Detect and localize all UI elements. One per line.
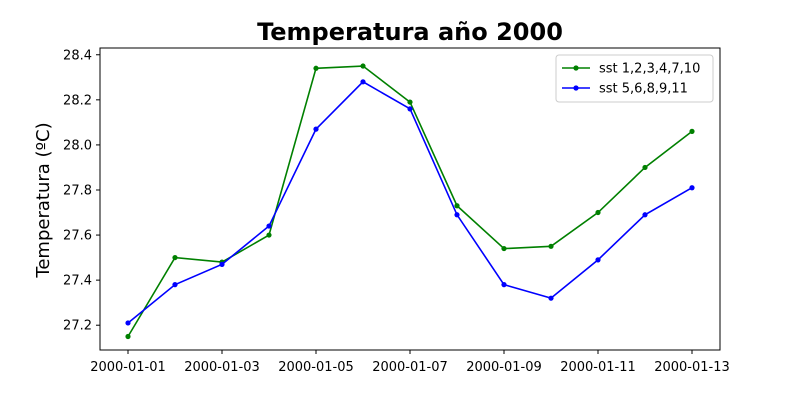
series-2-point <box>454 212 460 218</box>
y-tick-label: 27.8 <box>63 183 92 198</box>
series-1-point <box>642 164 648 171</box>
series-1-point <box>125 333 131 340</box>
series-2-point <box>595 257 601 263</box>
y-axis: 27.2 27.4 27.6 27.8 28.0 28.2 28.4 <box>63 48 100 334</box>
series-2-point <box>689 185 695 191</box>
x-tick-label: 2000-01-11 <box>560 360 636 375</box>
y-tick-label: 27.4 <box>63 274 92 289</box>
y-tick-label: 28.0 <box>63 138 92 153</box>
y-tick-label: 28.4 <box>63 48 92 63</box>
series-2-point <box>360 79 366 85</box>
x-tick-label: 2000-01-03 <box>184 360 260 375</box>
legend-label: sst 1,2,3,4,7,10 <box>599 62 700 77</box>
x-tick-label: 2000-01-05 <box>278 360 354 375</box>
legend-swatch-marker <box>573 65 579 71</box>
series-1-point <box>689 128 695 134</box>
plot-frame <box>99 47 721 351</box>
legend: sst 1,2,3,4,7,10 sst 5,6,8,9,11 <box>555 54 714 103</box>
series-2-point <box>407 106 413 112</box>
y-tick-label: 28.2 <box>63 93 92 108</box>
legend-swatch-marker <box>573 85 579 91</box>
series-1-point <box>595 209 601 216</box>
x-tick-label: 2000-01-07 <box>372 360 448 375</box>
series-1-point <box>501 245 507 252</box>
series-2-line <box>127 80 693 324</box>
series-1-point <box>360 63 366 69</box>
series-1-point <box>454 203 460 209</box>
x-tick-label: 2000-01-09 <box>466 360 542 375</box>
series-2-point <box>219 261 225 267</box>
series-2-point <box>313 126 319 132</box>
series-2-point <box>642 212 648 218</box>
series-layer <box>125 63 695 340</box>
series-2-point <box>501 282 507 288</box>
series-2 <box>125 79 695 326</box>
y-tick-label: 27.6 <box>63 229 92 244</box>
series-1-point <box>548 243 554 249</box>
series-2-point <box>125 320 131 326</box>
y-axis-label: Temperatura (ºC) <box>33 122 54 278</box>
chart-title: Temperatura año 2000 <box>257 18 563 46</box>
series-1 <box>125 63 695 340</box>
x-tick-label: 2000-01-01 <box>90 360 166 375</box>
series-1-point <box>266 232 272 238</box>
series-2-point <box>266 223 272 229</box>
legend-box <box>555 54 714 103</box>
series-1-point <box>172 254 178 261</box>
x-axis: 2000-01-01 2000-01-03 2000-01-05 2000-01-07… <box>90 350 730 375</box>
y-tick-label: 27.2 <box>63 319 92 334</box>
series-2-point <box>548 295 554 301</box>
series-1-point <box>313 65 319 71</box>
legend-label: sst 5,6,8,9,11 <box>599 82 688 97</box>
x-tick-label: 2000-01-13 <box>654 360 730 375</box>
series-2-point <box>172 282 178 288</box>
series-1-point <box>407 99 413 105</box>
